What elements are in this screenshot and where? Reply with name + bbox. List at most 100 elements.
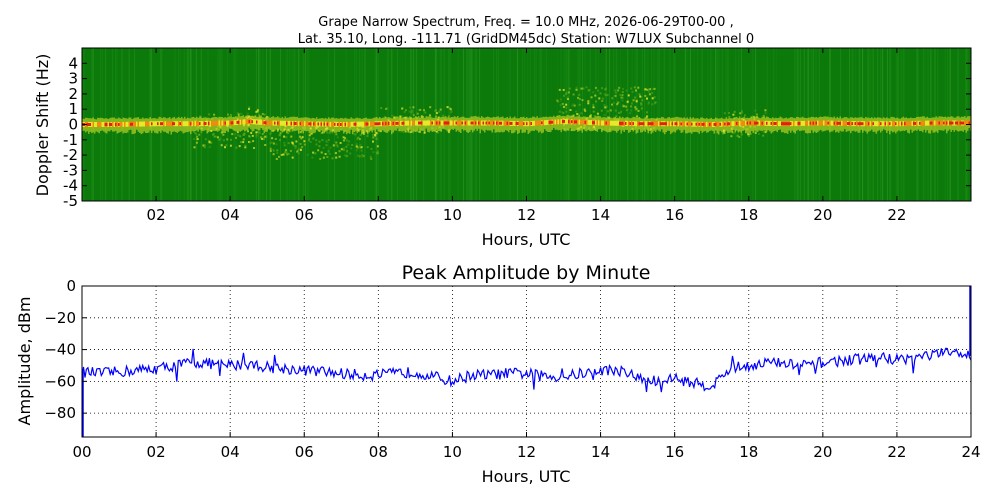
spread-speckle	[279, 132, 282, 135]
spread-speckle	[429, 114, 431, 117]
carrier-peak	[199, 122, 201, 126]
spread-speckle	[262, 136, 265, 139]
carrier-core	[148, 121, 150, 127]
carrier-core	[646, 121, 648, 127]
amplitude-x-tick-label: 06	[295, 443, 314, 461]
spread-speckle	[376, 150, 379, 153]
spread-speckle	[723, 112, 726, 115]
carrier-peak	[230, 121, 232, 125]
carrier-peak	[115, 123, 117, 126]
carrier-core	[218, 120, 220, 126]
carrier-core	[886, 121, 888, 127]
carrier-core	[460, 120, 462, 126]
spectrum-y-tick-label: -1	[63, 131, 78, 149]
spread-speckle	[603, 92, 606, 95]
carrier-peak	[755, 121, 757, 125]
carrier-peak	[647, 122, 649, 126]
carrier-peak	[376, 122, 378, 126]
spread-speckle	[372, 136, 375, 139]
carrier-peak	[650, 122, 652, 126]
spread-speckle	[220, 144, 223, 147]
spread-speckle	[278, 139, 281, 142]
spread-speckle	[235, 146, 238, 149]
spread-speckle	[220, 131, 223, 134]
carrier-peak	[833, 121, 835, 125]
spread-speckle	[328, 131, 331, 134]
carrier-core	[415, 120, 417, 126]
carrier-core	[304, 121, 306, 127]
carrier-peak	[629, 122, 631, 126]
carrier-core	[163, 121, 165, 127]
spread-speckle	[764, 109, 767, 112]
carrier-peak	[379, 122, 381, 126]
spread-speckle	[258, 114, 261, 117]
carrier-core	[226, 120, 228, 126]
carrier-peak	[106, 123, 108, 126]
carrier-core	[953, 120, 955, 126]
carrier-peak	[574, 120, 576, 124]
carrier-peak	[643, 122, 645, 126]
spread-speckle	[203, 116, 206, 119]
carrier-peak	[584, 120, 586, 124]
carrier-peak	[104, 123, 106, 126]
carrier-peak	[224, 121, 226, 125]
carrier-peak	[523, 122, 525, 126]
spread-speckle	[199, 115, 202, 118]
spread-speckle	[362, 133, 365, 135]
carrier-core	[214, 120, 216, 126]
spread-speckle	[419, 116, 421, 119]
spread-speckle	[437, 131, 440, 134]
carrier-peak	[232, 121, 234, 125]
carrier-core	[146, 121, 148, 127]
spread-speckle	[303, 140, 306, 143]
carrier-core	[772, 121, 774, 126]
carrier-peak	[868, 122, 870, 126]
carrier-core	[269, 120, 271, 126]
carrier-peak	[488, 121, 490, 125]
spread-speckle	[640, 96, 643, 99]
carrier-core	[223, 120, 225, 126]
carrier-peak	[859, 122, 861, 126]
carrier-peak	[515, 122, 517, 125]
spread-speckle	[343, 139, 345, 142]
spread-speckle	[272, 153, 275, 156]
carrier-core	[430, 120, 432, 126]
carrier-core	[932, 120, 934, 126]
carrier-peak	[506, 121, 508, 125]
carrier-core	[586, 119, 588, 125]
spread-speckle	[598, 97, 601, 100]
carrier-peak	[475, 121, 477, 125]
carrier-core	[275, 120, 277, 126]
spread-speckle	[299, 131, 302, 134]
carrier-core	[356, 121, 358, 127]
spread-speckle	[630, 87, 633, 90]
carrier-core	[730, 121, 732, 127]
spread-speckle	[558, 110, 561, 113]
spread-speckle	[261, 138, 264, 140]
amplitude-xlabel: Hours, UTC	[482, 467, 571, 486]
carrier-core	[800, 120, 802, 126]
carrier-core	[595, 120, 597, 126]
spectrum-y-tick-label: 3	[68, 70, 78, 88]
carrier-peak	[382, 122, 384, 126]
spread-speckle	[325, 144, 328, 147]
carrier-halo	[517, 118, 519, 134]
carrier-core	[607, 120, 609, 126]
spread-speckle	[261, 113, 264, 115]
carrier-core	[257, 119, 259, 125]
carrier-core	[101, 122, 103, 127]
spread-speckle	[347, 143, 350, 146]
carrier-peak	[638, 122, 640, 126]
spread-speckle	[242, 138, 245, 141]
spread-speckle	[244, 146, 247, 149]
spread-speckle	[361, 155, 364, 158]
spread-speckle	[753, 129, 756, 132]
spread-speckle	[375, 152, 378, 155]
carrier-core	[712, 122, 714, 127]
carrier-core	[617, 120, 619, 126]
carrier-peak	[860, 122, 862, 126]
spread-speckle	[334, 152, 337, 155]
spread-speckle	[410, 111, 413, 114]
carrier-core	[716, 121, 718, 127]
spread-speckle	[595, 100, 598, 103]
